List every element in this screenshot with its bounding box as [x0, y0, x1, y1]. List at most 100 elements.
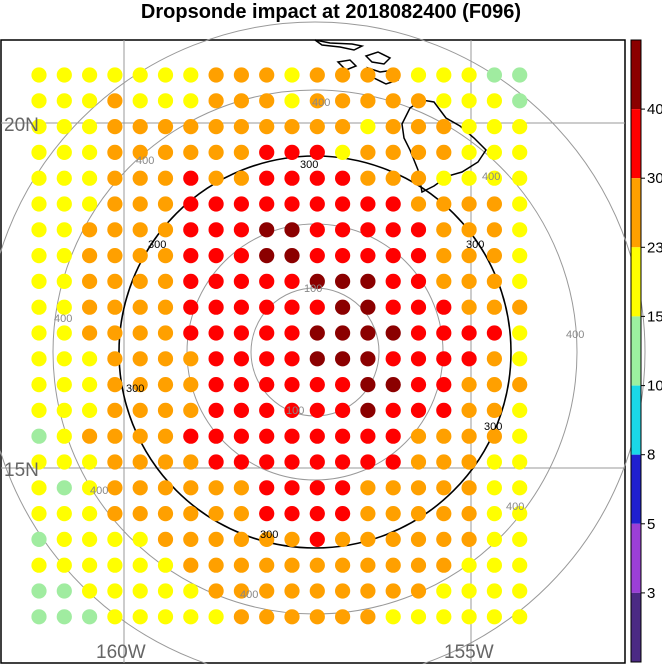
impact-dot — [512, 480, 528, 496]
impact-dot — [486, 402, 502, 418]
impact-dot — [335, 196, 351, 212]
impact-dot — [233, 299, 249, 315]
impact-dot — [309, 93, 325, 109]
impact-dot — [436, 67, 452, 83]
contour-label-middle-left: 300 — [148, 239, 166, 251]
impact-dot — [512, 402, 528, 418]
impact-dot — [410, 67, 427, 83]
impact-dot — [486, 144, 502, 160]
impact-dot — [309, 531, 325, 548]
impact-dot — [335, 402, 351, 418]
impact-dot — [486, 325, 502, 341]
impact-dot — [360, 505, 376, 522]
impact-dot — [309, 144, 325, 160]
impact-dot — [183, 93, 199, 109]
impact-dot — [107, 454, 123, 470]
impact-dot — [107, 299, 123, 315]
impact-dot — [410, 480, 427, 496]
impact-dot — [385, 557, 401, 573]
impact-dot — [461, 505, 477, 522]
impact-dot — [107, 351, 123, 367]
impact-dot — [82, 222, 98, 238]
impact-dot — [335, 609, 351, 625]
impact-dot — [284, 222, 300, 238]
impact-dot — [461, 609, 477, 625]
impact-dot — [461, 93, 477, 109]
contour-label-outer-upper-right: 400 — [482, 171, 500, 183]
impact-dot — [56, 93, 72, 109]
impact-dot — [132, 377, 148, 393]
impact-dot — [486, 557, 502, 573]
impact-dot — [31, 222, 47, 238]
impact-dot — [56, 119, 72, 135]
impact-dot — [360, 609, 376, 625]
impact-dot — [132, 351, 148, 367]
impact-dot — [410, 377, 427, 393]
colorbar-segment — [631, 316, 641, 386]
impact-dot — [132, 248, 148, 264]
impact-dot — [208, 67, 224, 83]
impact-dot — [208, 583, 224, 599]
impact-dot — [360, 557, 376, 573]
impact-dot — [107, 325, 123, 341]
impact-dot — [360, 93, 376, 109]
impact-dot — [360, 402, 376, 418]
impact-dot — [436, 557, 452, 573]
impact-dot — [132, 505, 148, 522]
impact-dot — [208, 93, 224, 109]
impact-dot — [157, 609, 174, 625]
impact-dot — [385, 609, 401, 625]
impact-dot — [157, 557, 174, 573]
impact-dot — [309, 609, 325, 625]
impact-dot — [410, 299, 427, 315]
impact-dot — [56, 248, 72, 264]
impact-dot — [157, 325, 174, 341]
colorbar-tick-label: 5 — [647, 516, 655, 533]
impact-dot — [183, 325, 199, 341]
impact-dot — [360, 351, 376, 367]
impact-dot — [436, 325, 452, 341]
impact-dot — [208, 531, 224, 548]
impact-dot — [82, 557, 98, 573]
contour-label-outer-bottom: 400 — [240, 589, 258, 601]
impact-dot — [309, 222, 325, 238]
map-title: Dropsonde impact at 2018082400 (F096) — [140, 1, 522, 23]
impact-dot — [56, 273, 72, 289]
impact-dot — [335, 480, 351, 496]
impact-dot — [82, 144, 98, 160]
impact-dot — [284, 170, 300, 186]
impact-dot — [436, 609, 452, 625]
impact-dot — [31, 273, 47, 289]
impact-dot — [183, 583, 199, 599]
impact-dot — [82, 583, 98, 599]
contour-label-outer-upper-left: 400 — [136, 155, 154, 167]
impact-dot — [436, 402, 452, 418]
impact-dot — [486, 377, 502, 393]
impact-dot — [132, 67, 148, 83]
impact-dot — [436, 196, 452, 212]
impact-dot — [385, 119, 401, 135]
impact-dot — [410, 222, 427, 238]
impact-dot — [512, 325, 528, 341]
colorbar-segment — [631, 109, 641, 179]
impact-dot — [284, 93, 300, 109]
impact-dot — [56, 557, 72, 573]
impact-dot — [132, 531, 148, 548]
impact-dot — [208, 196, 224, 212]
contour-label-outer-right: 400 — [566, 329, 584, 341]
impact-dot — [82, 609, 98, 625]
impact-dot — [410, 531, 427, 548]
impact-dot — [233, 531, 249, 548]
impact-dot — [82, 377, 98, 393]
impact-dot — [208, 402, 224, 418]
impact-dot — [56, 325, 72, 341]
impact-dot — [259, 248, 275, 264]
impact-dot — [486, 505, 502, 522]
geo-labels: 20N 15N 160W 155W — [4, 115, 494, 663]
impact-dot — [259, 480, 275, 496]
impact-dot — [82, 505, 98, 522]
impact-dot — [31, 67, 47, 83]
impact-dot — [512, 196, 528, 212]
impact-dot — [436, 454, 452, 470]
impact-dot — [259, 402, 275, 418]
